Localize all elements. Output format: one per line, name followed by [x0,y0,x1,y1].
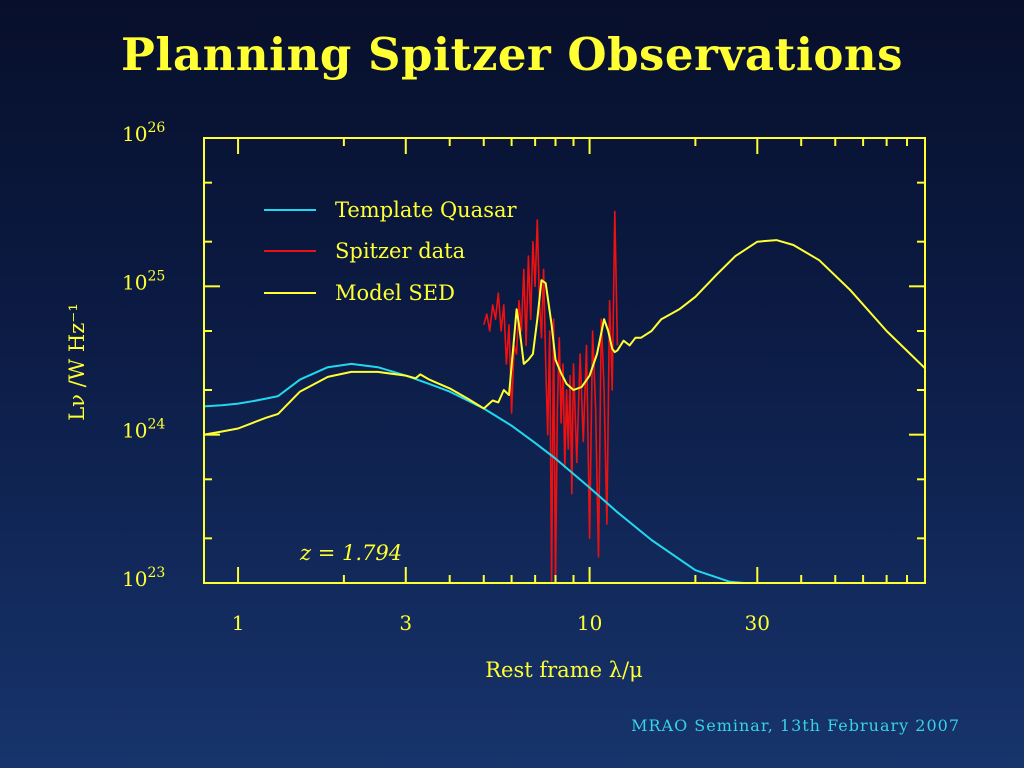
y-tick-label: 1025 [122,268,165,294]
series-layer [204,210,925,583]
y-tick-label: 1026 [122,120,165,146]
x-tick-label: 10 [577,611,602,635]
x-axis-label: Rest frame λ/μ [485,658,643,682]
frame-layer [203,137,926,584]
template-quasar-line [204,362,745,583]
x-tick-label: 3 [399,611,412,635]
y-tick-label: 1023 [122,565,165,591]
model-sed-line [204,239,925,436]
x-tick-label: 30 [745,611,770,635]
legend-label: Template Quasar [335,198,517,222]
text-layer: 1 3 10 30 1023 1024 1025 1026 Rest frame λ/μ Lν /… [65,120,770,682]
legend-label: Model SED [335,281,455,305]
y-axis-label: Lν /W Hz⁻¹ [65,303,89,421]
footer-caption: MRAO Seminar, 13th February 2007 [631,716,960,735]
x-tick-label: 1 [232,611,245,635]
slide-title: Planning Spitzer Observations [121,28,903,81]
redshift-annotation: z = 1.794 [299,541,402,565]
spitzer-data-line [483,210,619,583]
legend-label: Spitzer data [335,239,465,263]
y-tick-label: 1024 [122,417,165,443]
plot-frame [203,137,926,584]
